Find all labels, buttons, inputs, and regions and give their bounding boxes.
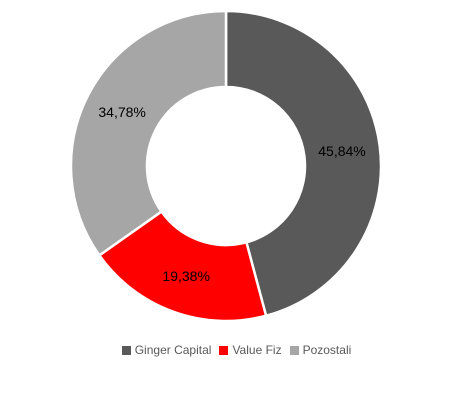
slice-0 [224, 9, 383, 318]
legend-item-2: Pozostali [289, 343, 352, 357]
legend-label-2: Pozostali [302, 343, 352, 357]
slice-2 [69, 9, 228, 258]
legend-swatch-2 [289, 345, 299, 355]
legend-label-0: Ginger Capital [134, 343, 212, 357]
legend-swatch-1 [219, 345, 229, 355]
data-label-2: 34,78% [98, 104, 145, 120]
data-label-1: 19,38% [162, 268, 209, 284]
legend-item-0: Ginger Capital [121, 343, 212, 357]
legend-swatch-0 [121, 345, 131, 355]
chart-legend: Ginger Capital Value Fiz Pozostali [0, 340, 473, 360]
slice-1 [97, 209, 268, 323]
legend-label-1: Value Fiz [232, 343, 282, 357]
legend-item-1: Value Fiz [219, 343, 282, 357]
data-label-0: 45,84% [318, 143, 365, 159]
